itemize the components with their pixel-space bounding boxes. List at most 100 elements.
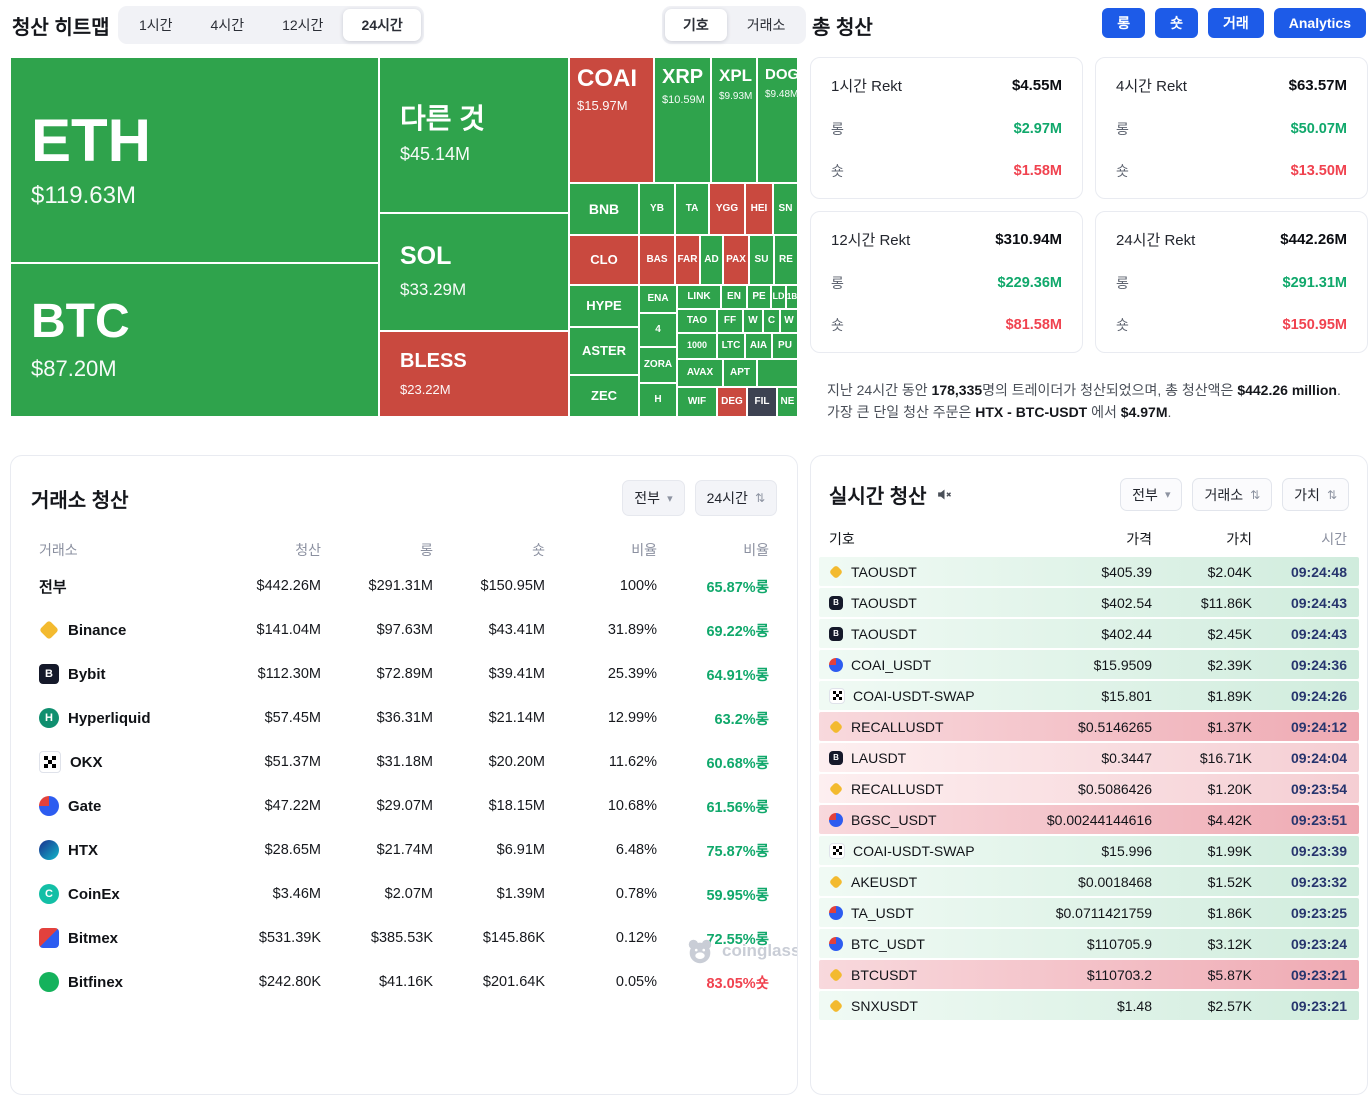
heatmap-cell-DOG[interactable]: DOG $9.48M xyxy=(757,57,798,183)
liquidation-row-BTCUSDT[interactable]: BTCUSDT $110703.2 $5.87K 09:23:21 xyxy=(819,960,1359,989)
heatmap-cell-H[interactable]: H xyxy=(639,383,677,417)
heatmap-cell-RE[interactable]: RE xyxy=(774,235,798,285)
heatmap-cell-AD[interactable]: AD xyxy=(700,235,723,285)
exchange-row-HTX[interactable]: HTX $28.65M $21.74M $6.91M 6.48% 75.87%롱 xyxy=(31,828,777,872)
realtime-filter-value[interactable]: 가치 ⇅ xyxy=(1282,478,1349,511)
heatmap-cell-PE[interactable]: PE xyxy=(747,285,771,309)
heatmap-cell-SN[interactable]: SN xyxy=(773,183,798,235)
exchange-filter-time[interactable]: 24시간 ⇅ xyxy=(694,480,777,516)
heatmap-cell-SU[interactable]: SU xyxy=(749,235,774,285)
heatmap-cell-1B[interactable]: 1B xyxy=(786,285,798,309)
time-cell: 09:24:12 xyxy=(1290,718,1347,735)
heatmap-cell-TA[interactable]: TA xyxy=(675,183,709,235)
tab-1h[interactable]: 1시간 xyxy=(139,17,173,33)
liquidation-row-SNXUSDT[interactable]: SNXUSDT $1.48 $2.57K 09:23:21 xyxy=(819,991,1359,1020)
value-cell: $11.86K xyxy=(1200,594,1252,611)
heatmap-cell-AVAX[interactable]: AVAX xyxy=(677,359,723,387)
liquidation-row-TAOUSDT[interactable]: B TAOUSDT $402.44 $2.45K 09:24:43 xyxy=(819,619,1359,648)
liquidation-row-AKEUSDT[interactable]: AKEUSDT $0.0018468 $1.52K 09:23:32 xyxy=(819,867,1359,896)
exchange-row-OKX[interactable]: OKX $51.37M $31.18M $20.20M 11.62% 60.68%롱 xyxy=(31,740,777,784)
heatmap-cell-unlabeled[interactable] xyxy=(757,359,798,387)
heatmap-cell-COAI[interactable]: COAI $15.97M xyxy=(569,57,654,183)
liquidation-row-COAI-USDT-SWAP[interactable]: COAI-USDT-SWAP $15.801 $1.89K 09:24:26 xyxy=(819,681,1359,710)
heatmap-cell-W[interactable]: W xyxy=(780,309,798,333)
heatmap-cell-YGG[interactable]: YGG xyxy=(709,183,745,235)
heatmap-cell-PAX[interactable]: PAX xyxy=(723,235,749,285)
heatmap-cell-FIL[interactable]: FIL xyxy=(747,387,777,417)
heatmap-cell-ASTER[interactable]: ASTER xyxy=(569,327,639,375)
ratio-cell: 69.22%롱 xyxy=(706,623,769,640)
heatmap-cell-LINK[interactable]: LINK xyxy=(677,285,721,309)
exchange-filter-all[interactable]: 전부 ▾ xyxy=(622,480,685,516)
heatmap-cell-XPL[interactable]: XPL $9.93M xyxy=(711,57,757,183)
exchange-row-Bitmex[interactable]: Bitmex $531.39K $385.53K $145.86K 0.12% 72.55… xyxy=(31,916,777,960)
exchange-row-Hyperliquid[interactable]: H Hyperliquid $57.45M $36.31M $21.14M 12.99% 6… xyxy=(31,696,777,740)
liquidation-row-TA_USDT[interactable]: TA_USDT $0.0711421759 $1.86K 09:23:25 xyxy=(819,898,1359,927)
liquidation-row-BTC_USDT[interactable]: BTC_USDT $110705.9 $3.12K 09:23:24 xyxy=(819,929,1359,958)
heatmap-cell-BLESS[interactable]: BLESS $23.22M xyxy=(379,331,569,417)
toggle-exchange[interactable]: 거래소 xyxy=(746,17,786,33)
heatmap-cell-BTC[interactable]: BTC $87.20M xyxy=(10,263,379,417)
heatmap-cell-FF[interactable]: FF xyxy=(717,309,743,333)
liquidation-row-TAOUSDT[interactable]: B TAOUSDT $402.54 $11.86K 09:24:43 xyxy=(819,588,1359,617)
heatmap-cell-APT[interactable]: APT xyxy=(723,359,757,387)
heatmap-cell-HEI[interactable]: HEI xyxy=(745,183,773,235)
exchange-row-CoinEx[interactable]: C CoinEx $3.46M $2.07M $1.39M 0.78% 59.95%롱 xyxy=(31,872,777,916)
heatmap-cell-XRP[interactable]: XRP $10.59M xyxy=(654,57,711,183)
mute-icon[interactable] xyxy=(936,486,953,503)
heatmap-cell-HYPE[interactable]: HYPE xyxy=(569,285,639,327)
value-cell: $2.45K xyxy=(1207,625,1252,642)
analytics-button[interactable]: Analytics xyxy=(1273,8,1366,38)
heatmap-cell-PU[interactable]: PU xyxy=(772,333,798,359)
liquidation-row-LAUSDT[interactable]: B LAUSDT $0.3447 $16.71K 09:24:04 xyxy=(819,743,1359,772)
tab-12h[interactable]: 12시간 xyxy=(282,17,324,33)
summary-line-1: 지난 24시간 동안 178,335명의 트레이더가 청산되었으며, 총 청산액… xyxy=(827,379,1363,401)
exchange-row-Bitfinex[interactable]: Bitfinex $242.80K $41.16K $201.64K 0.05% 83.0… xyxy=(31,960,777,1004)
heatmap-cell-FAR[interactable]: FAR xyxy=(675,235,700,285)
liquidation-row-COAI_USDT[interactable]: COAI_USDT $15.9509 $2.39K 09:24:36 xyxy=(819,650,1359,679)
tab-24h[interactable]: 24시간 xyxy=(343,9,421,41)
heatmap-cell-YB[interactable]: YB xyxy=(639,183,675,235)
heatmap-cell-DEG[interactable]: DEG xyxy=(717,387,747,417)
liquidation-row-COAI-USDT-SWAP[interactable]: COAI-USDT-SWAP $15.996 $1.99K 09:23:39 xyxy=(819,836,1359,865)
toggle-symbol[interactable]: 기호 xyxy=(665,9,727,41)
liquidation-row-TAOUSDT[interactable]: TAOUSDT $405.39 $2.04K 09:24:48 xyxy=(819,557,1359,586)
heatmap-cell-ENA[interactable]: ENA xyxy=(639,285,677,313)
heatmap-cell-LD[interactable]: LD xyxy=(771,285,786,309)
heatmap-cell-ZEC[interactable]: ZEC xyxy=(569,375,639,417)
exchange-row-Bybit[interactable]: B Bybit $112.30M $72.89M $39.41M 25.39% 64.91%… xyxy=(31,652,777,696)
gate-icon xyxy=(829,657,843,672)
heatmap-cell-CLO[interactable]: CLO xyxy=(569,235,639,285)
liquidation-row-RECALLUSDT[interactable]: RECALLUSDT $0.5146265 $1.37K 09:24:12 xyxy=(819,712,1359,741)
heatmap-cell-AIA[interactable]: AIA xyxy=(745,333,772,359)
heatmap-cell-4[interactable]: 4 xyxy=(639,313,677,347)
long-button[interactable]: 롱 xyxy=(1102,8,1146,38)
heatmap-cell-다른 것[interactable]: 다른 것 $45.14M xyxy=(379,57,569,213)
heatmap-cell-EN[interactable]: EN xyxy=(721,285,747,309)
exchange-row-Gate[interactable]: Gate $47.22M $29.07M $18.15M 10.68% 61.56%롱 xyxy=(31,784,777,828)
heatmap-cell-TAO[interactable]: TAO xyxy=(677,309,717,333)
tab-4h[interactable]: 4시간 xyxy=(210,17,245,33)
heatmap-cell-1000[interactable]: 1000 xyxy=(677,333,717,359)
short-button[interactable]: 숏 xyxy=(1155,8,1198,38)
heatmap-cell-ETH[interactable]: ETH $119.63M xyxy=(10,57,379,263)
liquidation-row-RECALLUSDT[interactable]: RECALLUSDT $0.5086426 $1.20K 09:23:54 xyxy=(819,774,1359,803)
heatmap-cell-LTC[interactable]: LTC xyxy=(717,333,745,359)
exchange-row-전부[interactable]: 전부 $442.26M $291.31M $150.95M 100% 65.87%롱 xyxy=(31,564,777,608)
pct-cell: 31.89% xyxy=(607,622,657,638)
heatmap-cell-WIF[interactable]: WIF xyxy=(677,387,717,417)
heatmap-cell-ZORA[interactable]: ZORA xyxy=(639,347,677,383)
value-cell: $5.87K xyxy=(1207,966,1252,983)
realtime-filter-exchange[interactable]: 거래소 ⇅ xyxy=(1192,478,1273,511)
heatmap-cell-NE[interactable]: NE xyxy=(777,387,798,417)
exchange-row-Binance[interactable]: Binance $141.04M $97.63M $43.41M 31.89% 69.22… xyxy=(31,608,777,652)
heatmap-cell-C[interactable]: C xyxy=(763,309,780,333)
trade-button[interactable]: 거래 xyxy=(1207,8,1264,38)
realtime-filter-all[interactable]: 전부 ▾ xyxy=(1120,478,1183,511)
heatmap-cell-BAS[interactable]: BAS xyxy=(639,235,675,285)
heatmap-cell-W[interactable]: W xyxy=(743,309,763,333)
liquidation-row-BGSC_USDT[interactable]: BGSC_USDT $0.00244144616 $4.42K 09:23:51 xyxy=(819,805,1359,834)
heatmap-cell-SOL[interactable]: SOL $33.29M xyxy=(379,213,569,331)
column-ratio: 비율 xyxy=(743,542,769,558)
heatmap-cell-BNB[interactable]: BNB xyxy=(569,183,639,235)
